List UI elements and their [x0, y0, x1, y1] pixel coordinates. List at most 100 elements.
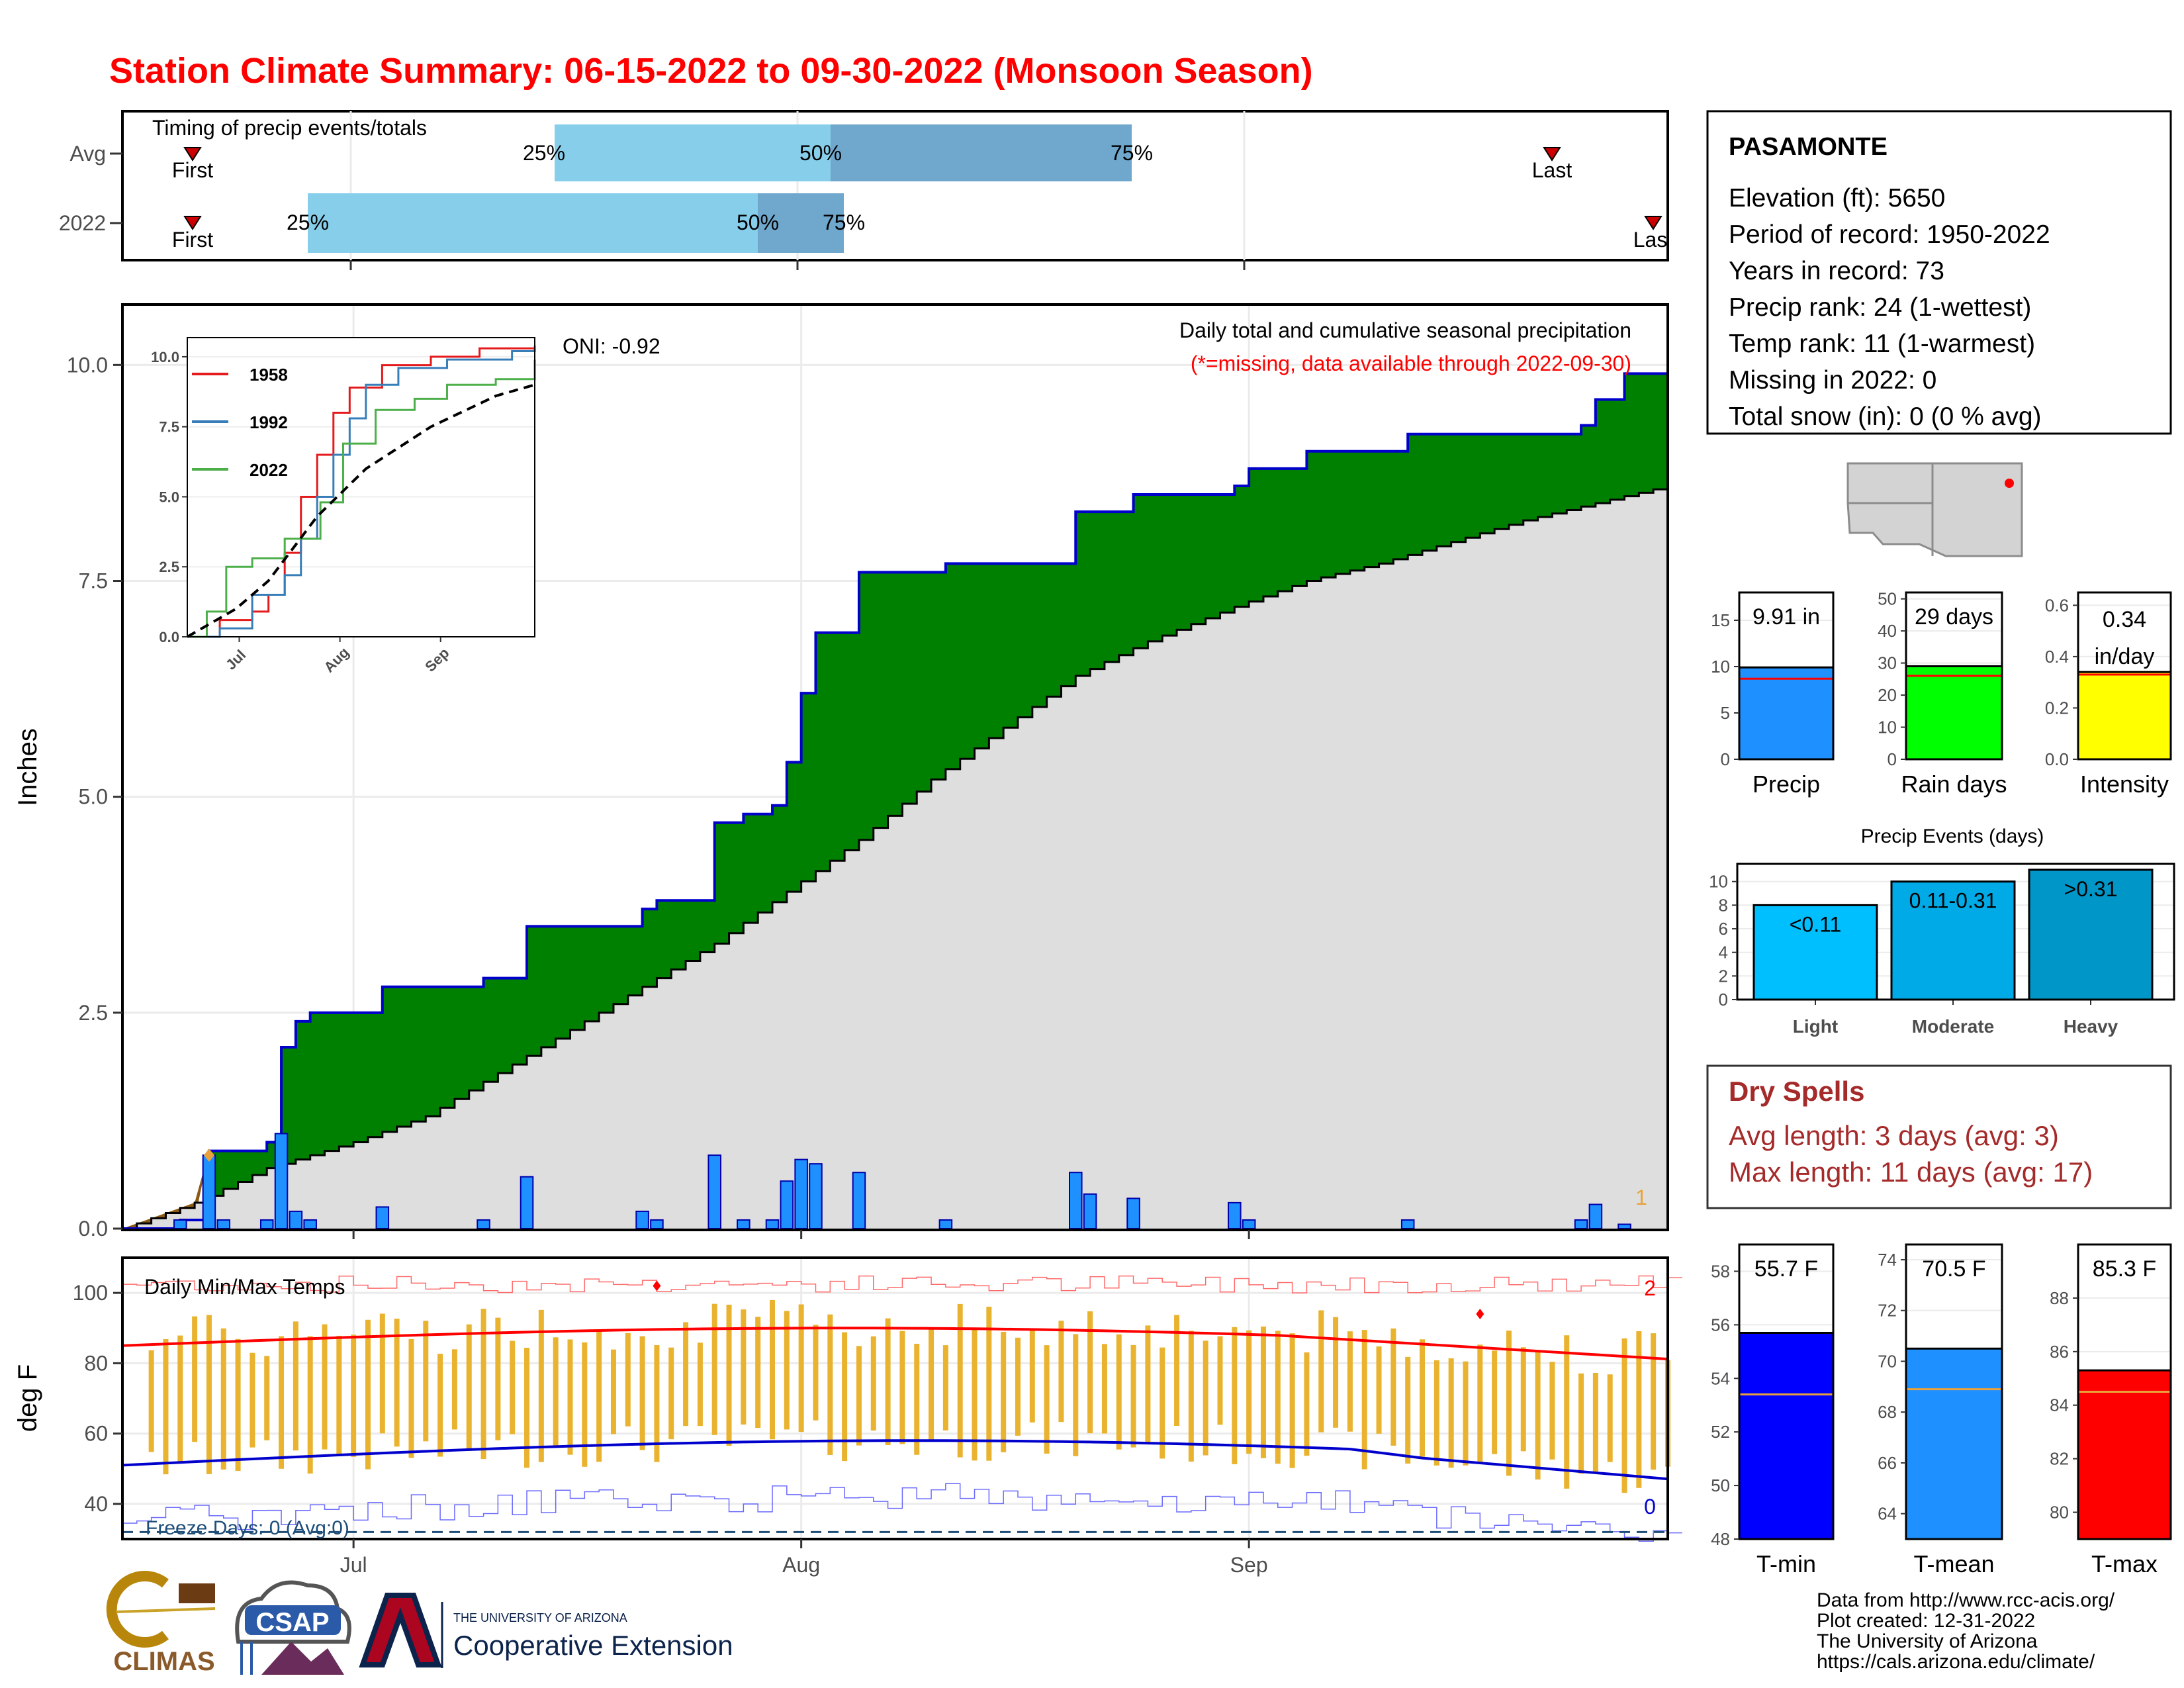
daily-precip-bar [635, 1210, 649, 1229]
daily-precip-bar [1574, 1219, 1588, 1229]
temp-title: Daily Min/Max Temps [144, 1275, 345, 1299]
daily-precip-bar [520, 1176, 534, 1229]
credits: Data from http://www.rcc-acis.org/ Plot … [1817, 1589, 2115, 1673]
events-ytick-label: 2 [1719, 966, 1728, 986]
tmin-tick-label: 48 [1711, 1529, 1730, 1549]
tmean-tick-label: 68 [1878, 1402, 1897, 1422]
timing-title: Timing of precip events/totals [152, 116, 427, 140]
daily-temp-range-bar [451, 1349, 457, 1430]
tmin-axis-label: T-min [1756, 1550, 1816, 1577]
y2022-q25-label: 25% [287, 211, 329, 234]
last-label-2022: Last [1633, 228, 1674, 252]
intensity-tick-label: 0.0 [2045, 749, 2069, 769]
rain-days-tick-label: 50 [1878, 589, 1897, 609]
daily-precip-bar [289, 1210, 303, 1229]
y2022-q75-label: 75% [823, 211, 865, 234]
rain-days-tick-label: 20 [1878, 685, 1897, 705]
temp-xtick-label: Jul [340, 1553, 367, 1577]
daily-temp-range-bar [1203, 1340, 1208, 1456]
record-high-line [122, 1275, 1682, 1293]
dry-spells-max: Max length: 11 days (avg: 17) [1729, 1156, 2093, 1188]
timing-row-2022-label: 2022 [59, 211, 106, 235]
daily-temp-range-bar [798, 1304, 804, 1432]
daily-temp-range-bar [813, 1325, 819, 1421]
university-of-arizona-logo: THE UNIVERSITY OF ARIZONA Cooperative Ex… [359, 1593, 733, 1668]
climas-logo-text: CLIMAS [113, 1647, 214, 1676]
station-snow: Total snow (in): 0 (0 % avg) [1729, 402, 2042, 431]
daily-temp-range-bar [307, 1336, 313, 1474]
tmax-value-label: 85.3 F [2093, 1256, 2156, 1282]
credit-plot-created: Plot created: 12-31-2022 [1817, 1610, 2035, 1632]
temp-ytick-label: 80 [84, 1351, 108, 1375]
daily-temp-range-bar [1001, 1331, 1007, 1452]
daily-precip-bar [274, 1133, 289, 1229]
daily-precip-bar [1083, 1193, 1097, 1230]
daily-temp-range-bar [1333, 1317, 1339, 1428]
temp-max-count: 2 [1644, 1276, 1656, 1300]
daily-temp-range-bar [1145, 1325, 1151, 1442]
dry-spells-box: Dry Spells Avg length: 3 days (avg: 3) M… [1706, 1064, 2172, 1209]
daily-temp-range-bar [942, 1345, 948, 1430]
daily-precip-bar [650, 1219, 664, 1229]
daily-temp-range-bar [856, 1346, 862, 1446]
avg-q25-label: 25% [523, 141, 565, 165]
daily-precip-bar [809, 1163, 823, 1229]
intensity-tick-label: 0.2 [2045, 698, 2069, 718]
event-category-label: Moderate [1912, 1016, 1994, 1037]
daily-temp-range-bar [914, 1344, 920, 1455]
tmin-tick-label: 54 [1711, 1368, 1730, 1388]
station-temp-rank: Temp rank: 11 (1-warmest) [1729, 330, 2035, 358]
daily-precip-bar [737, 1219, 751, 1229]
station-location-dot [2005, 479, 2014, 488]
daily-temp-range-bar [784, 1311, 790, 1430]
precip-header: Daily total and cumulative seasonal prec… [1179, 318, 1631, 342]
tmax-tick-label: 84 [2050, 1395, 2069, 1415]
daily-temp-range-bar [1029, 1330, 1035, 1423]
locator-map [1843, 460, 2028, 566]
daily-temp-range-bar [1477, 1344, 1483, 1463]
daily-temp-range-bar [279, 1336, 285, 1469]
station-missing: Missing in 2022: 0 [1729, 366, 1936, 395]
tmin-tick-label: 52 [1711, 1422, 1730, 1442]
daily-temp-range-bar [654, 1345, 660, 1462]
last-marker-avg [1543, 147, 1561, 162]
daily-temp-range-bar [466, 1324, 472, 1451]
daily-precip-bar [780, 1180, 794, 1230]
daily-precip-bar [852, 1172, 866, 1230]
daily-temp-range-bar [741, 1309, 747, 1425]
daily-temp-range-bar [1448, 1358, 1454, 1468]
daily-temp-range-bar [711, 1303, 717, 1435]
daily-temp-range-bar [1087, 1311, 1093, 1434]
inset-legend-1958: 1958 [250, 365, 288, 385]
station-elevation: Elevation (ft): 5650 [1729, 184, 1945, 212]
daily-temp-range-bar [929, 1328, 934, 1440]
daily-precip-bar [173, 1219, 187, 1229]
first-label-2022: First [172, 228, 213, 252]
missing-note: (*=missing, data available through 2022-… [1191, 352, 1631, 375]
precip-tick-label: 5 [1721, 703, 1730, 723]
events-title: Precip Events (days) [1861, 825, 2044, 847]
precip-ytick-label: 7.5 [79, 569, 108, 592]
daily-temp-range-bar [365, 1319, 371, 1470]
daily-temp-range-bar [770, 1299, 776, 1440]
avg-q75-label: 75% [1111, 141, 1153, 165]
first-label-avg: First [172, 158, 213, 182]
daily-temp-range-bar [1289, 1333, 1295, 1468]
daily-temp-range-bar [697, 1342, 703, 1427]
daily-precip-bar [1617, 1223, 1631, 1230]
station-info: PASAMONTE Elevation (ft): 5650 Period of… [1706, 110, 2172, 435]
precip-tick-label: 0 [1721, 749, 1730, 769]
precip-tick-label: 10 [1711, 657, 1730, 677]
daily-temp-range-bar [639, 1336, 645, 1450]
daily-temp-range-bar [177, 1335, 183, 1464]
precip-events-chart: Precip Events (days) <0.11 Light 0.11-0.31… [1709, 825, 2175, 1037]
inset-ytick-label: 2.5 [159, 559, 179, 575]
precip-corner-count: 1 [1635, 1186, 1647, 1209]
first-marker-2022 [183, 216, 202, 230]
temp-xtick-label: Aug [782, 1553, 820, 1577]
daily-temp-range-bar [1463, 1361, 1469, 1466]
temp-ytick-label: 40 [84, 1492, 108, 1516]
daily-temp-range-bar [683, 1322, 689, 1427]
daily-temp-range-bar [1492, 1350, 1498, 1454]
